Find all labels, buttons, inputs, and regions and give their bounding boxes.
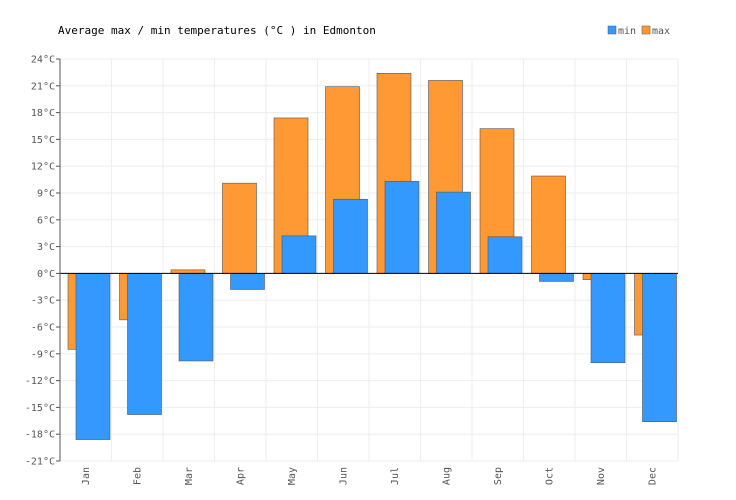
x-tick-label-jan: Jan	[81, 467, 92, 485]
y-tick-label: -9°C	[31, 349, 55, 360]
x-tick-label-sep: Sep	[493, 467, 504, 485]
y-tick-label: 3°C	[37, 242, 55, 253]
legend-label-min: min	[618, 26, 636, 37]
y-tick-label: -15°C	[25, 403, 55, 414]
x-tick-label-mar: Mar	[184, 467, 195, 485]
y-tick-label: 9°C	[37, 189, 55, 200]
x-tick-label-oct: Oct	[544, 467, 555, 485]
legend-swatch-max	[641, 25, 651, 35]
y-tick-label: -3°C	[31, 296, 55, 307]
x-tick-label-jul: Jul	[390, 467, 401, 485]
bar-max-oct	[531, 175, 566, 274]
y-tick-label: 21°C	[31, 81, 55, 92]
bar-min-dec	[642, 273, 677, 422]
x-tick-label-aug: Aug	[441, 467, 452, 485]
bar-min-feb	[127, 273, 162, 415]
y-tick-label: -12°C	[25, 376, 55, 387]
bar-min-oct	[539, 273, 574, 282]
bar-min-may	[281, 235, 317, 274]
bar-min-sep	[487, 236, 523, 274]
chart-title: Average max / min temperatures (°C ) in …	[58, 24, 376, 37]
x-tick-label-may: May	[287, 467, 298, 485]
y-tick-label: 12°C	[31, 162, 55, 173]
y-tick-label: 6°C	[37, 215, 55, 226]
plot-area: -21°C -18°C -15°C -12°C -9°C -6°C -3°C 0°C 3°C 6°…	[25, 55, 679, 485]
x-tick-label-jun: Jun	[338, 467, 349, 485]
bar-min-mar	[178, 273, 214, 362]
bar-max-mar	[170, 269, 206, 274]
bar-min-jul	[384, 181, 420, 274]
bar-min-aug	[436, 191, 471, 274]
bar-min-apr	[230, 273, 265, 290]
legend-label-max: max	[652, 26, 670, 37]
y-tick-label: 0°C	[37, 269, 55, 280]
bar-min-jan	[75, 273, 111, 440]
y-tick-label: 24°C	[31, 55, 55, 66]
legend-swatch-min	[607, 25, 617, 35]
x-tick-label-feb: Feb	[132, 467, 143, 485]
y-tick-label: 18°C	[31, 108, 55, 119]
x-tick-label-apr: Apr	[235, 467, 246, 485]
x-tick-label-dec: Dec	[647, 467, 658, 485]
y-tick-label: -6°C	[31, 323, 55, 334]
y-tick-label: 15°C	[31, 135, 55, 146]
bar-max-apr	[222, 182, 257, 274]
y-tick-label: -21°C	[25, 457, 55, 468]
bar-min-jun	[333, 198, 368, 274]
x-tick-label-nov: Nov	[596, 467, 607, 485]
bar-min-nov	[590, 273, 626, 364]
y-tick-label: -18°C	[25, 430, 55, 441]
legend: min max	[607, 25, 670, 37]
